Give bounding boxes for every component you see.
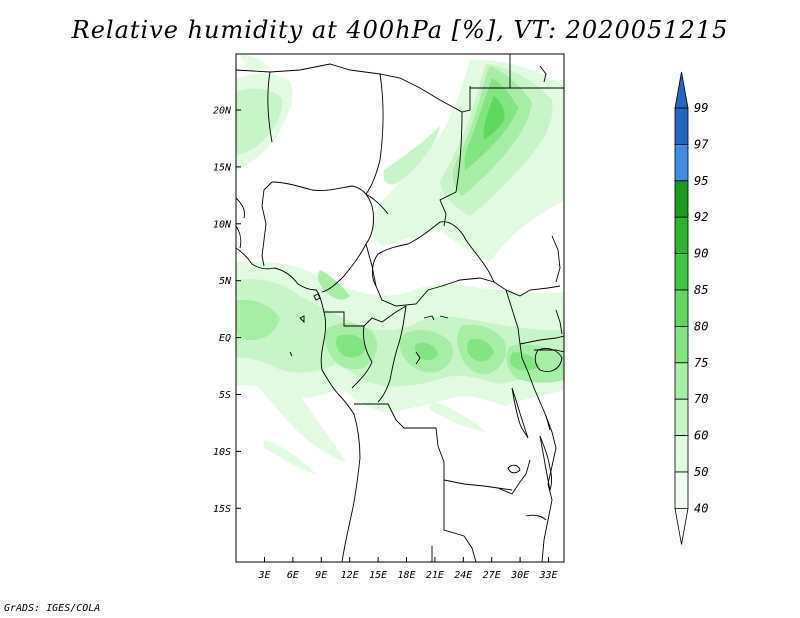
legend-label: 40 — [694, 501, 708, 515]
lat-tick-label: 10N — [213, 219, 232, 230]
lon-tick-label: 24E — [454, 570, 472, 581]
legend-label: 60 — [694, 429, 708, 443]
latitude-axis: 20N 15N 10N 5N EQ 5S 10S 15S — [213, 106, 241, 515]
legend-swatch — [674, 325, 689, 364]
lon-tick-label: 33E — [538, 570, 557, 581]
lon-tick-label: 30E — [510, 570, 529, 581]
legend-label: 70 — [694, 392, 708, 406]
lon-tick-label: 6E — [287, 570, 299, 581]
legend-label: 90 — [694, 247, 708, 261]
legend-top-arrow — [674, 71, 689, 109]
legend-swatch — [674, 289, 689, 327]
legend-label: 97 — [694, 137, 709, 151]
legend-label: 80 — [694, 319, 708, 333]
legend-label: 50 — [694, 465, 708, 479]
lat-tick-label: 15S — [213, 504, 231, 515]
lat-tick-label: 15N — [213, 162, 232, 173]
legend-color-bar: 99 97 95 92 90 85 80 75 70 60 50 40 — [674, 71, 709, 545]
legend-swatch — [674, 398, 689, 437]
lon-tick-label: 27E — [483, 570, 501, 581]
map-frame — [235, 53, 565, 563]
legend-label: 92 — [694, 210, 708, 224]
legend-swatch — [674, 435, 689, 473]
chart-title: Relative humidity at 400hPa [%], VT: 202… — [71, 16, 729, 44]
legend-label: 95 — [694, 174, 708, 188]
legend-swatch — [674, 143, 689, 182]
humidity-band-85 — [483, 96, 505, 140]
lon-tick-label: 15E — [369, 570, 387, 581]
lon-tick-label: 3E — [257, 570, 270, 581]
lake-victoria — [534, 347, 563, 372]
credit-text: GrADS: IGES/COLA — [4, 603, 101, 614]
legend-swatch — [674, 107, 689, 145]
lat-tick-label: 5S — [219, 390, 231, 401]
coastline-west-africa — [236, 247, 361, 562]
legend-swatch — [674, 180, 689, 218]
humidity-field — [236, 54, 564, 474]
country-borders — [236, 54, 564, 562]
legend-label: 99 — [694, 101, 708, 115]
legend-swatch — [674, 362, 689, 400]
lat-tick-label: 5N — [219, 276, 232, 287]
legend-swatch — [674, 253, 689, 291]
lat-tick-label: 10S — [213, 447, 231, 458]
legend-swatch — [674, 216, 689, 254]
legend-swatch — [674, 471, 689, 509]
lat-tick-label: 20N — [213, 106, 232, 117]
legend-bottom-arrow — [674, 508, 689, 545]
lon-tick-label: 18E — [397, 570, 415, 581]
legend-label: 75 — [694, 356, 708, 370]
lon-tick-label: 9E — [315, 570, 327, 581]
lon-tick-label: 21E — [426, 570, 444, 581]
legend-label: 85 — [694, 283, 708, 297]
longitude-axis: 3E 6E 9E 12E 15E 18E 21E 24E 27E 30E 33E — [257, 557, 558, 581]
lake-tanganyika — [511, 387, 529, 439]
lon-tick-label: 12E — [341, 570, 359, 581]
lake-malawi — [539, 435, 552, 492]
lat-tick-label: EQ — [219, 333, 231, 344]
